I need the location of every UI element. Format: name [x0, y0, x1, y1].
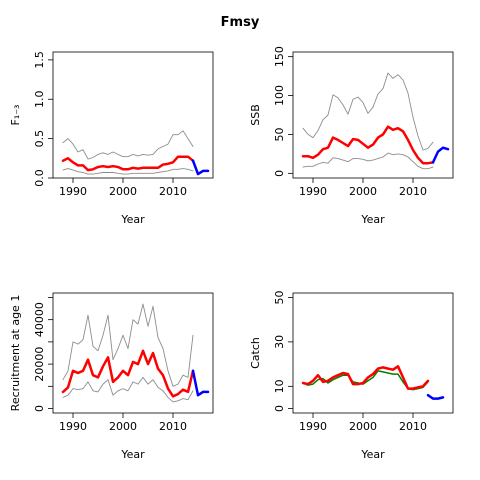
f-upper-line: [62, 130, 194, 160]
catch-x-axis-label: Year: [360, 448, 385, 461]
catch-y-tick-label: 50: [273, 290, 286, 304]
ssb-x-tick-label: 1990: [299, 185, 327, 198]
catch-y-tick-label: 30: [273, 335, 286, 349]
recruitment-lower-line: [62, 376, 194, 403]
catch-x-tick-label: 2010: [399, 420, 427, 433]
ssb-x-tick-label: 2010: [399, 185, 427, 198]
recruitment-x-tick-label: 2010: [159, 420, 187, 433]
recruitment-x-tick-label: 1990: [59, 420, 87, 433]
ssb-y-tick-label: 100: [273, 85, 286, 106]
f-y-tick-label: 1.0: [33, 91, 46, 109]
f-projection-line: [191, 159, 210, 176]
panel-ssb: 1990 2000 2010 0 50 100 150 Year SSB: [249, 46, 454, 226]
ssb-y-axis-label: SSB: [249, 104, 262, 126]
recruitment-y-axis-label: Recruitment at age 1: [9, 295, 22, 412]
panel-recruitment: 1990 2000 2010 0 20000 40000 Year Recruitment a…: [9, 292, 214, 461]
f-y-axis-label: F₁₋₃: [9, 105, 22, 126]
f-estimate-line: [61, 155, 195, 172]
recruitment-y-tick-label: 40000: [33, 302, 46, 337]
f-plot-frame: [52, 51, 214, 179]
recruitment-y-tick-label: 20000: [33, 347, 46, 382]
ssb-y-tick-label: 150: [273, 46, 286, 67]
recruitment-upper-line: [62, 303, 194, 387]
ssb-upper-line: [302, 72, 434, 151]
ssb-plot-frame: [292, 51, 454, 179]
catch-x-tick-label: 2000: [349, 420, 377, 433]
catch-y-axis-label: Catch: [249, 337, 262, 369]
catch-y-tick-label: 0: [273, 405, 286, 412]
f-x-tick-label: 2010: [159, 185, 187, 198]
recruitment-x-axis-label: Year: [120, 448, 145, 461]
recruitment-y-tick-label: 0: [33, 405, 46, 412]
catch-plot-frame: [292, 292, 454, 414]
f-x-tick-label: 1990: [59, 185, 87, 198]
panel-f: 1990 2000 2010 0.0 0.5 1.0 1.5 Year F₁₋₃: [9, 51, 214, 226]
f-y-tick-label: 1.5: [33, 51, 46, 69]
f-y-tick-label: 0.0: [33, 169, 46, 187]
ssb-projection-line: [431, 146, 450, 164]
figure-title: Fmsy: [221, 15, 260, 30]
ssb-y-tick-label: 0: [273, 170, 286, 177]
catch-y-tick-label: 10: [273, 379, 286, 393]
catch-x-tick-label: 1990: [299, 420, 327, 433]
panel-catch: 1990 2000 2010 0 10 30 50 Year Catch: [249, 290, 454, 461]
recruitment-projection-line: [191, 369, 210, 397]
ssb-lower-line: [302, 152, 434, 170]
ssb-x-axis-label: Year: [360, 213, 385, 226]
f-x-axis-label: Year: [120, 213, 145, 226]
ssb-y-tick-label: 50: [273, 127, 286, 141]
ssb-estimate-line: [301, 125, 435, 165]
f-lower-line: [62, 168, 194, 175]
recruitment-estimate-line: [61, 349, 195, 398]
f-x-tick-label: 2000: [109, 185, 137, 198]
catch-estimate-line: [301, 365, 430, 390]
catch-projection-line: [426, 393, 445, 400]
f-y-tick-label: 0.5: [33, 130, 46, 148]
recruitment-x-tick-label: 2000: [109, 420, 137, 433]
recruitment-plot-frame: [52, 292, 214, 414]
ssb-x-tick-label: 2000: [349, 185, 377, 198]
